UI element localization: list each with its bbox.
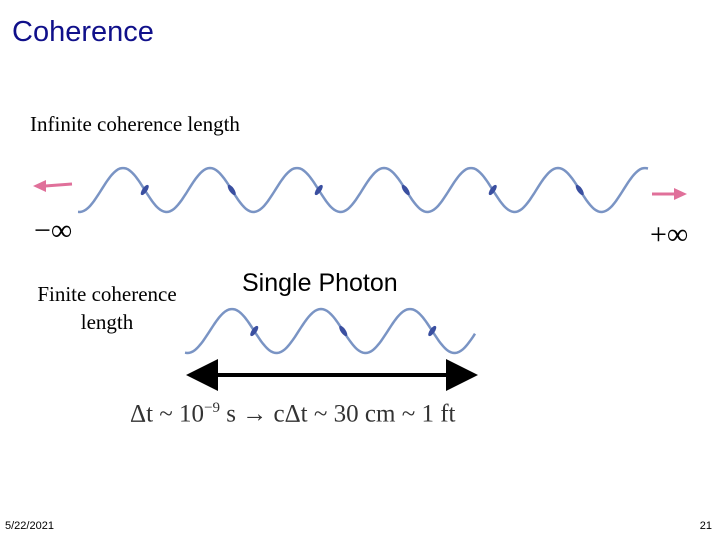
infinite-wave xyxy=(77,166,649,214)
wave-marker xyxy=(314,184,323,196)
wave-marker xyxy=(575,184,584,196)
minus-infinity: −∞ xyxy=(34,214,73,247)
photon-label: Single Photon xyxy=(242,269,398,297)
finite-label: Finite coherence length xyxy=(37,282,177,334)
title: Coherence xyxy=(12,16,154,48)
plus-infinity: +∞ xyxy=(650,218,689,251)
wave-marker xyxy=(140,184,149,196)
wave-marker xyxy=(428,325,437,337)
wave-marker xyxy=(488,184,497,196)
wave-marker xyxy=(339,325,348,337)
infinite-label: Infinite coherence length xyxy=(30,112,240,136)
page-number: 21 xyxy=(699,520,712,532)
finite-wave xyxy=(184,307,477,355)
wave-marker xyxy=(250,325,259,337)
wave-marker xyxy=(401,184,410,196)
wave-markers xyxy=(140,184,584,337)
equation: Δt ~ 10−9 s → cΔt ~ 30 cm ~ 1 ft xyxy=(130,400,456,428)
equation-lhs: Δt ~ 10 xyxy=(130,400,205,428)
footer-date: 5/22/2021 xyxy=(5,520,54,532)
left-arrow xyxy=(33,180,73,192)
equation-exponent: −9 xyxy=(204,400,221,416)
right-arrow xyxy=(652,188,687,200)
equation-rhs: s → cΔt ~ 30 cm ~ 1 ft xyxy=(226,400,456,428)
wave-marker xyxy=(227,184,236,196)
